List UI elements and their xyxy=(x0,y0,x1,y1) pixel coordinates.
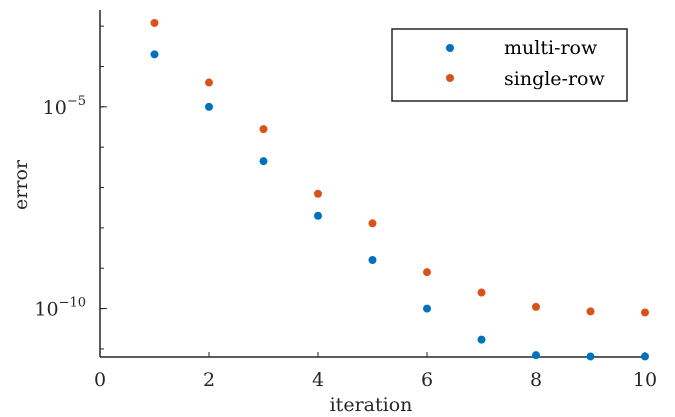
data-point-multi-row xyxy=(532,351,540,360)
data-point-single-row xyxy=(205,78,213,87)
legend-marker-single-row xyxy=(446,74,454,82)
data-point-single-row xyxy=(259,125,268,134)
data-points xyxy=(150,18,649,361)
data-point-single-row xyxy=(641,308,649,317)
x-tick-label: 2 xyxy=(203,369,215,391)
tick-labels: 0 2 4 6 8 10 10−5 10−10 xyxy=(34,94,657,391)
data-point-multi-row xyxy=(641,352,649,361)
legend-label-single-row: single-row xyxy=(504,68,605,90)
x-tick-label: 8 xyxy=(530,369,542,391)
data-point-multi-row xyxy=(314,211,322,220)
x-tick-label: 0 xyxy=(94,369,106,391)
data-point-multi-row xyxy=(477,335,486,344)
y-tick-label: 10−5 xyxy=(43,94,86,119)
y-axis-label: error xyxy=(10,159,32,210)
legend-label-multi-row: multi-row xyxy=(504,37,598,59)
data-point-single-row xyxy=(477,288,486,297)
data-point-multi-row xyxy=(150,50,159,59)
x-tick-label: 6 xyxy=(421,369,433,391)
data-point-multi-row xyxy=(368,255,377,264)
legend: multi-row single-row xyxy=(391,28,628,102)
data-point-multi-row xyxy=(586,352,595,361)
data-point-single-row xyxy=(532,302,540,311)
legend-marker-multi-row xyxy=(446,44,454,52)
data-point-single-row xyxy=(586,307,595,316)
y-tick-label: 10−10 xyxy=(34,296,86,321)
data-point-single-row xyxy=(314,189,322,198)
x-tick-label: 4 xyxy=(312,369,324,391)
x-tick-label: 10 xyxy=(633,369,657,391)
x-axis-label: iteration xyxy=(330,394,413,416)
legend-box xyxy=(391,28,628,102)
data-point-single-row xyxy=(150,18,159,27)
axes xyxy=(99,10,645,358)
data-point-multi-row xyxy=(205,102,213,111)
data-point-single-row xyxy=(368,219,377,228)
data-point-multi-row xyxy=(259,157,268,166)
data-point-multi-row xyxy=(423,304,431,313)
data-point-single-row xyxy=(423,268,431,277)
